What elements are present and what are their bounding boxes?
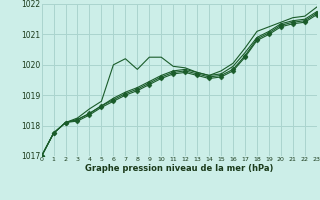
X-axis label: Graphe pression niveau de la mer (hPa): Graphe pression niveau de la mer (hPa)	[85, 164, 273, 173]
